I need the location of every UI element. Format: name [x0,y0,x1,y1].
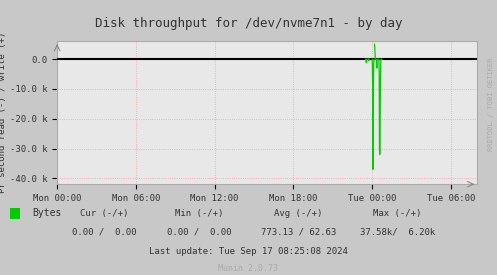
Text: Bytes: Bytes [32,208,62,218]
Text: Max (-/+): Max (-/+) [373,209,422,218]
Text: Cur (-/+): Cur (-/+) [80,209,129,218]
Text: 0.00 /  0.00: 0.00 / 0.00 [72,228,137,237]
Text: Min (-/+): Min (-/+) [174,209,223,218]
Text: 0.00 /  0.00: 0.00 / 0.00 [166,228,231,237]
Text: RRDTOOL / TOBI OETIKER: RRDTOOL / TOBI OETIKER [488,58,494,151]
Text: 37.58k/  6.20k: 37.58k/ 6.20k [360,228,435,237]
Text: Disk throughput for /dev/nvme7n1 - by day: Disk throughput for /dev/nvme7n1 - by da… [95,17,402,30]
Text: Munin 2.0.73: Munin 2.0.73 [219,264,278,273]
Text: Avg (-/+): Avg (-/+) [274,209,323,218]
Y-axis label: Pr second read (-) / write (+): Pr second read (-) / write (+) [0,32,7,193]
Text: 773.13 / 62.63: 773.13 / 62.63 [260,228,336,237]
Text: Last update: Tue Sep 17 08:25:08 2024: Last update: Tue Sep 17 08:25:08 2024 [149,247,348,256]
